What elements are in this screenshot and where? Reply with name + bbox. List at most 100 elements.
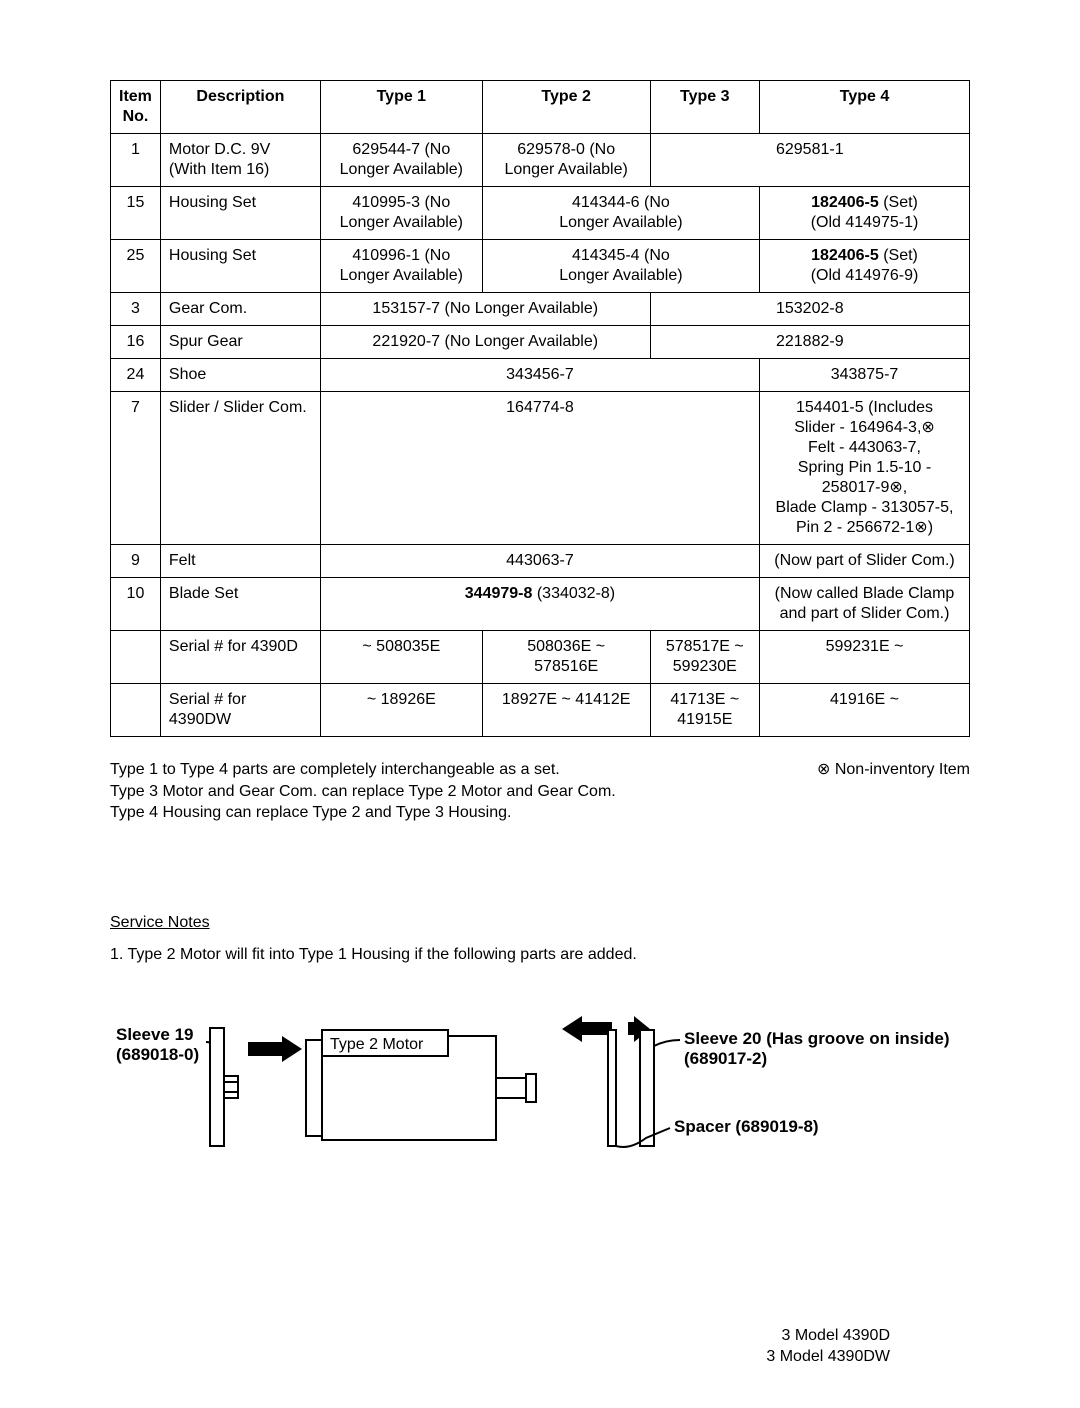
bold-part: 344979-8: [465, 585, 533, 602]
cell-type1: ~ 18926E: [320, 684, 482, 737]
cell-type4: 343875-7: [760, 359, 970, 392]
cell-type1: 410995-3 (No Longer Available): [320, 187, 482, 240]
col-type1: Type 1: [320, 81, 482, 134]
cell-desc: Housing Set: [160, 187, 320, 240]
leader-line: [654, 1040, 680, 1046]
cell-item-no: 7: [111, 392, 161, 545]
cell-type23: 414344-6 (No Longer Available): [482, 187, 759, 240]
cell-type4: 599231E ~: [760, 631, 970, 684]
footer-models: 3 Model 4390D 3 Model 4390DW: [110, 1325, 970, 1368]
bold-part: 182406-5: [811, 194, 879, 211]
table-row: 15 Housing Set 410995-3 (No Longer Avail…: [111, 187, 970, 240]
cell-desc: Motor D.C. 9V (With Item 16): [160, 134, 320, 187]
cell-type34: 221882-9: [650, 326, 969, 359]
cell-type1: ~ 508035E: [320, 631, 482, 684]
arrow-right-icon: [248, 1036, 302, 1062]
footer-model-line: 3 Model 4390DW: [110, 1346, 890, 1368]
cell-item-no: 24: [111, 359, 161, 392]
table-row: 7 Slider / Slider Com. 164774-8 154401-5…: [111, 392, 970, 545]
cell-type2: 629578-0 (No Longer Available): [482, 134, 650, 187]
cell-desc: Serial # for 4390D: [160, 631, 320, 684]
rest-part: (334032-8): [532, 585, 615, 602]
cell-type2: 18927E ~ 41412E: [482, 684, 650, 737]
noninv-icon: ⊗: [817, 761, 830, 778]
cell-item-no: 1: [111, 134, 161, 187]
cell-type1: 410996-1 (No Longer Available): [320, 240, 482, 293]
arrow-left-icon: [562, 1016, 612, 1042]
motor-diagram: Sleeve 19 (689018-0): [110, 1000, 970, 1205]
note-line: Type 3 Motor and Gear Com. can replace T…: [110, 781, 970, 803]
table-row: 10 Blade Set 344979-8 (334032-8) (Now ca…: [111, 578, 970, 631]
cell-desc: Shoe: [160, 359, 320, 392]
cell-item-no: 25: [111, 240, 161, 293]
table-row: 3 Gear Com. 153157-7 (No Longer Availabl…: [111, 293, 970, 326]
cell-item-no: 3: [111, 293, 161, 326]
cell-desc: Slider / Slider Com.: [160, 392, 320, 545]
line: ,: [903, 479, 907, 496]
spacer-label: Spacer (689019-8): [674, 1117, 819, 1136]
col-type3: Type 3: [650, 81, 759, 134]
cell-item-no: 9: [111, 545, 161, 578]
cell-type4: (Now called Blade Clamp and part of Slid…: [760, 578, 970, 631]
cell-item-no: 16: [111, 326, 161, 359]
interchange-notes: Type 1 to Type 4 parts are completely in…: [110, 759, 970, 824]
note-line: Type 4 Housing can replace Type 2 and Ty…: [110, 802, 970, 824]
cell-desc: Housing Set: [160, 240, 320, 293]
cell-item-no: [111, 631, 161, 684]
cell-type4: 154401-5 (Includes Slider - 164964-3,⊗ F…: [760, 392, 970, 545]
cell-type4: 182406-5 (Set) (Old 414976-9): [760, 240, 970, 293]
cell-item-no: 10: [111, 578, 161, 631]
sleeve20-shape: [640, 1030, 654, 1146]
col-type4: Type 4: [760, 81, 970, 134]
sleeve20-label-l1: Sleeve 20 (Has groove on inside): [684, 1029, 949, 1048]
noninv-icon: ⊗: [889, 479, 902, 496]
table-row: Serial # for 4390D ~ 508035E 508036E ~ 5…: [111, 631, 970, 684]
cell-type123: 164774-8: [320, 392, 759, 545]
cell-type4: 41916E ~: [760, 684, 970, 737]
cell-type12: 153157-7 (No Longer Available): [320, 293, 650, 326]
sleeve19-label-l1: Sleeve 19: [116, 1025, 194, 1044]
table-row: 25 Housing Set 410996-1 (No Longer Avail…: [111, 240, 970, 293]
line: Pin 2 - 256672-1: [796, 519, 914, 536]
noninv-text: Non-inventory Item: [830, 761, 970, 778]
cell-type23: 414345-4 (No Longer Available): [482, 240, 759, 293]
cell-type4: (Now part of Slider Com.): [760, 545, 970, 578]
cell-item-no: [111, 684, 161, 737]
cell-desc: Gear Com.: [160, 293, 320, 326]
table-row: 24 Shoe 343456-7 343875-7: [111, 359, 970, 392]
cell-type123: 443063-7: [320, 545, 759, 578]
sleeve19-label-l2: (689018-0): [116, 1045, 199, 1064]
cell-type2: 508036E ~ 578516E: [482, 631, 650, 684]
cell-type34: 629581-1: [650, 134, 969, 187]
spacer-shape: [608, 1030, 616, 1146]
cell-desc: Felt: [160, 545, 320, 578]
sleeve20-label-l2: (689017-2): [684, 1049, 767, 1068]
footer-model-line: 3 Model 4390D: [110, 1325, 890, 1347]
line: ): [928, 519, 933, 536]
non-inventory-legend: ⊗ Non-inventory Item: [817, 759, 970, 781]
cell-type3: 578517E ~ 599230E: [650, 631, 759, 684]
service-notes-heading: Service Notes: [110, 914, 970, 932]
cell-desc: Blade Set: [160, 578, 320, 631]
line: Spring Pin 1.5-10 - 258017-9: [798, 459, 931, 496]
col-item-no: Item No.: [111, 81, 161, 134]
table-row: Serial # for 4390DW ~ 18926E 18927E ~ 41…: [111, 684, 970, 737]
table-row: 1 Motor D.C. 9V (With Item 16) 629544-7 …: [111, 134, 970, 187]
parts-table: Item No. Description Type 1 Type 2 Type …: [110, 80, 970, 737]
table-row: 9 Felt 443063-7 (Now part of Slider Com.…: [111, 545, 970, 578]
noninv-icon: ⊗: [914, 519, 927, 536]
service-note-1: 1. Type 2 Motor will fit into Type 1 Hou…: [110, 946, 970, 964]
cell-type12: 221920-7 (No Longer Available): [320, 326, 650, 359]
motor-label: Type 2 Motor: [330, 1036, 424, 1053]
cell-type1: 629544-7 (No Longer Available): [320, 134, 482, 187]
cell-desc: Serial # for 4390DW: [160, 684, 320, 737]
line: Felt - 443063-7,: [808, 439, 921, 456]
cell-type3: 41713E ~ 41915E: [650, 684, 759, 737]
sleeve19-shape: [210, 1028, 238, 1146]
noninv-icon: ⊗: [921, 419, 934, 436]
col-description: Description: [160, 81, 320, 134]
line: Slider - 164964-3,: [794, 419, 921, 436]
cell-desc: Spur Gear: [160, 326, 320, 359]
cell-type123: 343456-7: [320, 359, 759, 392]
col-type2: Type 2: [482, 81, 650, 134]
